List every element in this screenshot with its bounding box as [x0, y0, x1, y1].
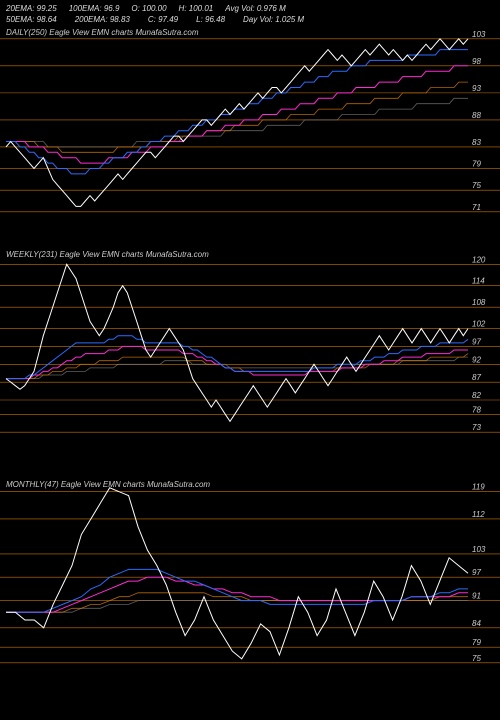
open: O: 100.00	[131, 4, 166, 13]
monthly-chart: 119 112 103 97 91 84 79 75	[0, 480, 500, 690]
ema-subheader: 50EMA: 98.64 200EMA: 98.83 C: 97.49 L: 9…	[0, 15, 500, 26]
high: H: 100.01	[179, 4, 214, 13]
svg-text:120: 120	[472, 255, 486, 264]
svg-text:84: 84	[472, 619, 481, 628]
svg-text:88: 88	[472, 111, 481, 120]
svg-text:82: 82	[472, 391, 481, 400]
low: L: 96.48	[196, 15, 225, 24]
svg-text:119: 119	[472, 483, 485, 492]
weekly-chart: 120 114 108 102 97 92 87 82 78 73	[0, 250, 500, 450]
svg-text:114: 114	[472, 277, 485, 286]
svg-text:75: 75	[472, 654, 481, 663]
svg-text:92: 92	[472, 355, 481, 364]
ema50: 50EMA: 98.64	[6, 15, 57, 24]
dayvol: Day Vol: 1.025 M	[243, 15, 304, 24]
svg-text:79: 79	[472, 638, 481, 647]
svg-text:87: 87	[472, 373, 481, 382]
svg-text:78: 78	[472, 405, 481, 414]
svg-text:103: 103	[472, 30, 486, 39]
ema100: 100EMA: 96.9	[69, 4, 120, 13]
svg-text:73: 73	[472, 423, 481, 432]
svg-text:102: 102	[472, 320, 486, 329]
svg-text:79: 79	[472, 160, 481, 169]
ema200: 200EMA: 98.83	[75, 15, 130, 24]
ema20: 20EMA: 99.25	[6, 4, 57, 13]
avgvol: Avg Vol: 0.976 M	[225, 4, 285, 13]
svg-text:108: 108	[472, 298, 486, 307]
svg-text:83: 83	[472, 138, 481, 147]
close: C: 97.49	[148, 15, 178, 24]
svg-text:75: 75	[472, 181, 481, 190]
daily-chart: 103 98 93 88 83 79 75 71	[0, 28, 500, 228]
svg-text:71: 71	[472, 203, 481, 212]
svg-text:98: 98	[472, 57, 481, 66]
svg-text:97: 97	[472, 337, 481, 346]
svg-text:97: 97	[472, 568, 481, 577]
svg-text:91: 91	[472, 592, 481, 601]
svg-text:112: 112	[472, 510, 485, 519]
ema-header: 20EMA: 99.25 100EMA: 96.9 O: 100.00 H: 1…	[0, 0, 500, 15]
svg-text:93: 93	[472, 84, 481, 93]
svg-text:103: 103	[472, 545, 486, 554]
